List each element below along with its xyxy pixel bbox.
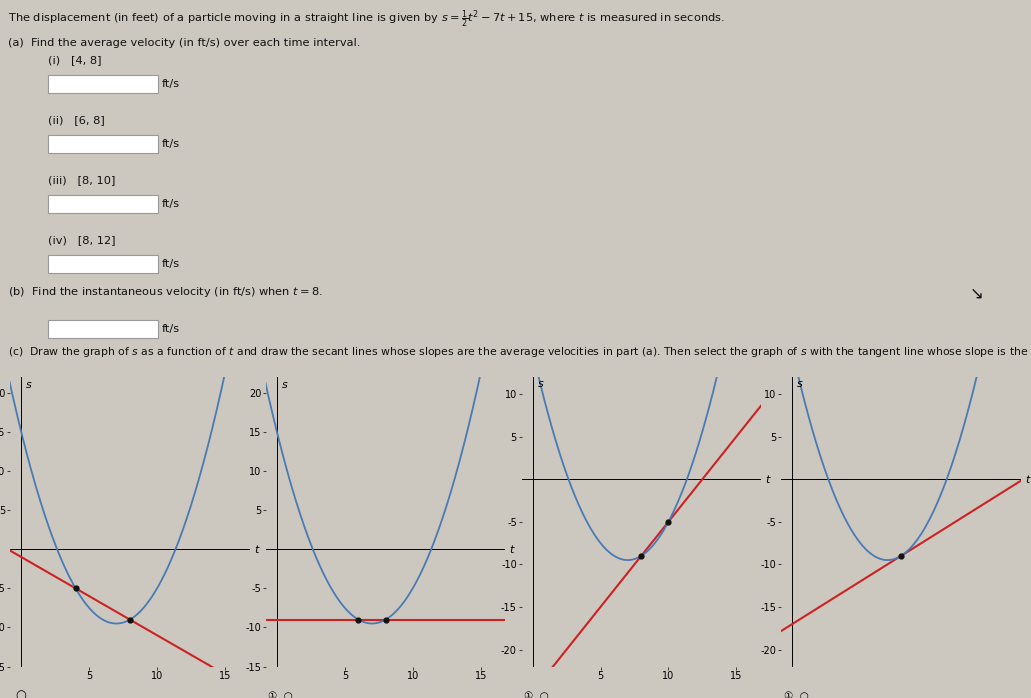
Text: (ii)   [6, 8]: (ii) [6, 8] bbox=[48, 115, 105, 125]
Text: $s$: $s$ bbox=[26, 380, 33, 390]
Text: (c)  Draw the graph of $s$ as a function of $t$ and draw the secant lines whose : (c) Draw the graph of $s$ as a function … bbox=[8, 345, 1031, 359]
FancyBboxPatch shape bbox=[48, 255, 158, 273]
Text: ft/s: ft/s bbox=[162, 324, 180, 334]
Text: ft/s: ft/s bbox=[162, 139, 180, 149]
FancyBboxPatch shape bbox=[48, 135, 158, 153]
FancyBboxPatch shape bbox=[48, 75, 158, 93]
Text: ft/s: ft/s bbox=[162, 199, 180, 209]
Text: ○: ○ bbox=[15, 689, 26, 698]
Text: ①  ○: ① ○ bbox=[268, 690, 293, 698]
Text: $s$: $s$ bbox=[796, 379, 804, 389]
Text: $t$: $t$ bbox=[1025, 473, 1031, 485]
Text: (i)   [4, 8]: (i) [4, 8] bbox=[48, 55, 101, 65]
Text: (iv)   [8, 12]: (iv) [8, 12] bbox=[48, 235, 115, 245]
Text: $t$: $t$ bbox=[509, 543, 516, 555]
Text: $t$: $t$ bbox=[254, 543, 260, 555]
Text: ft/s: ft/s bbox=[162, 259, 180, 269]
Text: The displacement (in feet) of a particle moving in a straight line is given by $: The displacement (in feet) of a particle… bbox=[8, 8, 725, 29]
Text: $t$: $t$ bbox=[765, 473, 771, 485]
Text: (a)  Find the average velocity (in ft/s) over each time interval.: (a) Find the average velocity (in ft/s) … bbox=[8, 38, 361, 48]
Text: (iii)   [8, 10]: (iii) [8, 10] bbox=[48, 175, 115, 185]
Text: $s$: $s$ bbox=[536, 379, 544, 389]
FancyBboxPatch shape bbox=[48, 320, 158, 338]
FancyBboxPatch shape bbox=[48, 195, 158, 213]
Text: ①  ○: ① ○ bbox=[784, 690, 808, 698]
Text: ①  ○: ① ○ bbox=[524, 690, 548, 698]
Text: ft/s: ft/s bbox=[162, 79, 180, 89]
Text: (b)  Find the instantaneous velocity (in ft/s) when $t = 8$.: (b) Find the instantaneous velocity (in … bbox=[8, 285, 323, 299]
Text: $s$: $s$ bbox=[280, 380, 289, 390]
Text: ↘: ↘ bbox=[970, 285, 984, 303]
